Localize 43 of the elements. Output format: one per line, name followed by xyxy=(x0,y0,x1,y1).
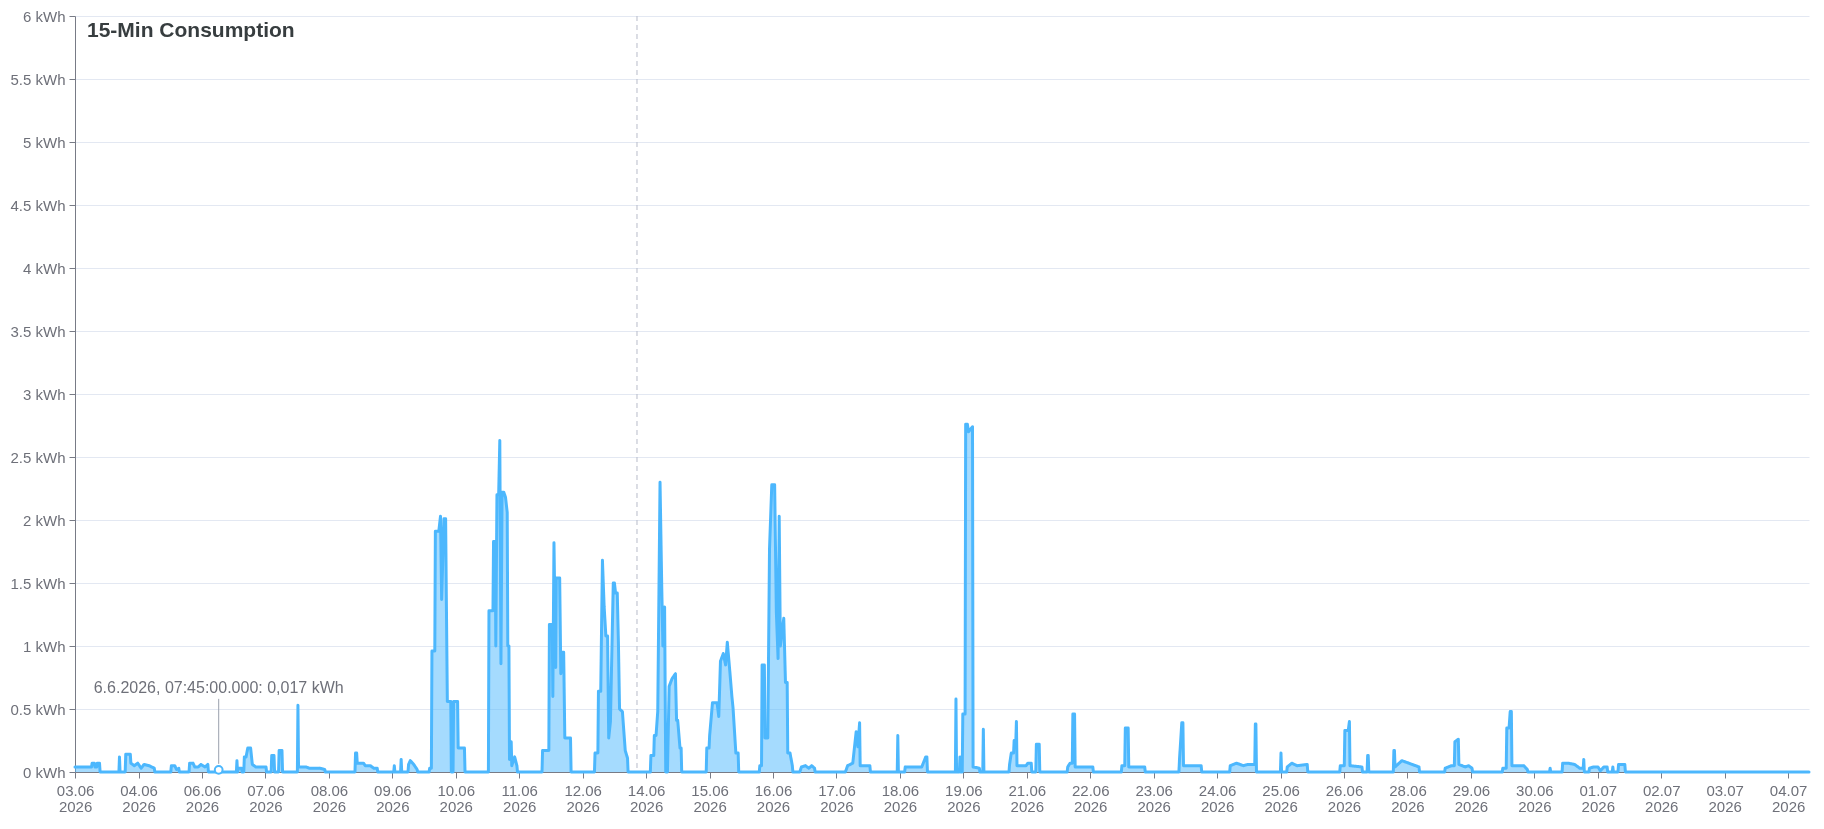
x-tick-label: 02.07 2026 xyxy=(1642,781,1681,815)
x-tick-label: 18.06 2026 xyxy=(881,781,920,815)
y-tick-label: 6 kWh xyxy=(22,7,66,25)
y-tick-label: 2 kWh xyxy=(22,511,66,529)
y-tick-label: 0 kWh xyxy=(22,763,66,781)
y-tick-label: 4.5 kWh xyxy=(10,196,66,214)
y-tick-label: 3 kWh xyxy=(22,385,66,403)
x-tick-label: 19.06 2026 xyxy=(945,781,983,815)
y-tick-label: 0.5 kWh xyxy=(10,700,66,718)
x-tick-label: 04.06 2026 xyxy=(120,781,158,815)
x-tick-label: 30.06 2026 xyxy=(1516,781,1554,815)
x-tick-label: 22.06 2026 xyxy=(1071,781,1110,815)
y-tick-label: 5.5 kWh xyxy=(10,70,66,88)
x-tick-label: 15.06 2026 xyxy=(691,781,729,815)
x-tick-label: 11.06 2026 xyxy=(501,781,538,815)
x-tick-label: 23.06 2026 xyxy=(1135,781,1173,815)
x-tick-label: 03.07 2026 xyxy=(1706,781,1744,815)
x-tick-label: 03.06 2026 xyxy=(56,781,95,815)
x-tick-label: 06.06 2026 xyxy=(183,781,222,815)
x-tick-label: 01.07 2026 xyxy=(1579,781,1618,815)
y-tick-label: 4 kWh xyxy=(22,259,66,277)
x-tick-label: 25.06 2026 xyxy=(1262,781,1300,815)
x-tick-label: 21.06 2026 xyxy=(1008,781,1047,815)
x-tick-label: 26.06 2026 xyxy=(1325,781,1364,815)
x-tick-label: 08.06 2026 xyxy=(310,781,349,815)
y-tick-label: 3.5 kWh xyxy=(10,322,66,340)
x-tick-label: 10.06 2026 xyxy=(437,781,476,815)
y-tick-label: 1 kWh xyxy=(22,637,66,655)
x-tick-label: 24.06 2026 xyxy=(1198,781,1237,815)
chart-title: 15-Min Consumption xyxy=(87,18,295,41)
x-tick-label: 09.06 2026 xyxy=(374,781,412,815)
y-tick-label: 2.5 kWh xyxy=(10,448,66,466)
x-tick-label: 04.07 2026 xyxy=(1769,781,1808,815)
x-tick-label: 14.06 2026 xyxy=(627,781,666,815)
y-tick-label: 5 kWh xyxy=(22,133,66,151)
x-tick-label: 29.06 2026 xyxy=(1452,781,1491,815)
y-tick-label: 1.5 kWh xyxy=(10,574,66,592)
x-tick-label: 28.06 2026 xyxy=(1389,781,1427,815)
x-tick-label: 12.06 2026 xyxy=(564,781,602,815)
x-tick-label: 07.06 2026 xyxy=(247,781,285,815)
annotation: 6.6.2026, 07:45:00.000: 0,017 kWh xyxy=(93,678,344,696)
x-tick-label: 16.06 2026 xyxy=(754,781,793,815)
x-tick-label: 17.06 2026 xyxy=(818,781,856,815)
